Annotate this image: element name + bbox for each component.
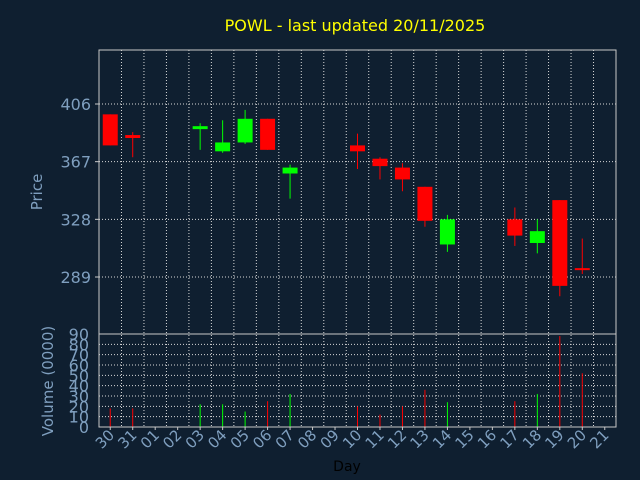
candle-body-20 xyxy=(574,268,590,271)
candle-body-11 xyxy=(372,158,388,167)
volume-tick-label-50: 50 xyxy=(69,366,89,385)
volume-axis-label: Volume (0000) xyxy=(39,326,57,436)
marks-layer xyxy=(102,109,590,427)
candle-body-10 xyxy=(350,145,365,152)
candle-body-30 xyxy=(102,114,118,146)
price-tick-label-289: 289 xyxy=(60,268,91,287)
volume-tick-label-60: 60 xyxy=(69,356,89,375)
price-tick-label-328: 328 xyxy=(60,210,91,229)
price-tick-label-367: 367 xyxy=(60,153,91,172)
candle-body-13 xyxy=(417,186,433,221)
x-axis-label: Day xyxy=(333,459,361,475)
candle-body-06 xyxy=(260,118,276,150)
price-tick-label-406: 406 xyxy=(60,95,91,114)
candle-body-14 xyxy=(439,219,455,245)
candle-body-31 xyxy=(125,135,141,139)
candle-body-05 xyxy=(237,118,253,143)
volume-tick-label-70: 70 xyxy=(69,346,89,365)
volume-tick-label-80: 80 xyxy=(69,335,89,354)
axes-layer xyxy=(95,49,617,430)
volume-tick-label-10: 10 xyxy=(69,408,89,427)
volume-tick-label-40: 40 xyxy=(69,377,89,396)
candle-body-12 xyxy=(394,167,410,180)
volume-tick-label-30: 30 xyxy=(69,387,89,406)
volume-tick-label-0: 0 xyxy=(79,418,89,437)
candle-body-18 xyxy=(529,231,545,243)
candle-body-19 xyxy=(552,200,568,286)
candle-body-07 xyxy=(282,167,298,174)
candle-body-03 xyxy=(192,126,208,130)
chart-title: POWL - last updated 20/11/2025 xyxy=(225,16,486,35)
price-axis-label: Price xyxy=(28,174,46,211)
volume-tick-label-90: 90 xyxy=(69,325,89,344)
volume-tick-label-20: 20 xyxy=(69,397,89,416)
candle-body-04 xyxy=(215,142,231,152)
candle-body-17 xyxy=(507,219,523,236)
